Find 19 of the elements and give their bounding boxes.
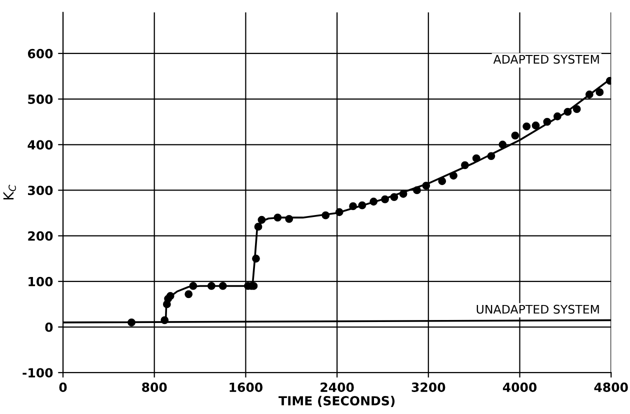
series-label: ADAPTED SYSTEM <box>493 54 599 64</box>
x-tick-label: 1600 <box>230 382 262 392</box>
series-label: UNADAPTED SYSTEM <box>476 304 599 314</box>
x-tick-label: 0 <box>59 382 67 392</box>
y-axis-title: K$_{C}$ <box>3 184 16 200</box>
y-tick-label: 400 <box>28 140 53 150</box>
x-axis-title: TIME (SECONDS) <box>278 396 395 407</box>
y-tick-label: 500 <box>28 94 53 104</box>
y-tick-label: 100 <box>28 276 53 286</box>
x-tick-label: 4800 <box>594 382 628 392</box>
x-tick-label: 2400 <box>320 382 354 392</box>
x-tick-label: 3200 <box>412 382 446 392</box>
y-tick-label: 200 <box>28 231 53 241</box>
y-tick-label: 0 <box>45 322 53 332</box>
y-tick-label: -100 <box>22 368 53 378</box>
x-tick-label: 800 <box>142 382 167 392</box>
y-tick-label: 600 <box>28 48 53 58</box>
y-tick-label: 300 <box>28 186 53 196</box>
x-tick-label: 4000 <box>502 382 537 392</box>
